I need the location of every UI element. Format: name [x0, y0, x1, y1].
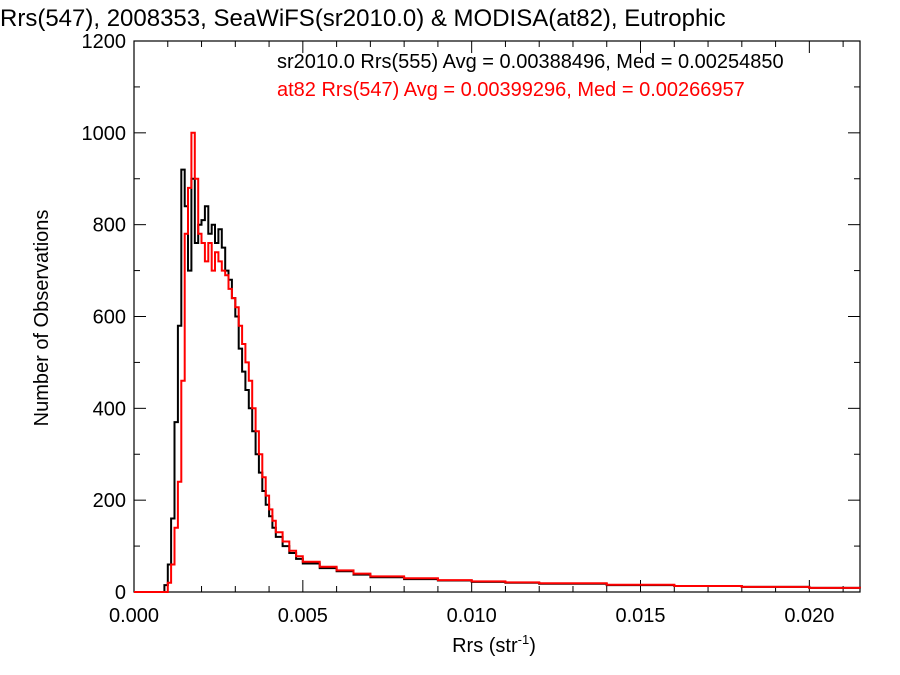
x-tick-label: 0.010	[447, 605, 497, 627]
y-tick-label: 200	[93, 490, 126, 512]
x-tick-label: 0.005	[278, 605, 328, 627]
x-axis-label-main: Rrs (str	[452, 635, 518, 657]
y-tick-label: 0	[115, 582, 126, 604]
series-group	[134, 131, 861, 593]
y-tick-label: 800	[93, 215, 126, 237]
x-tick-label: 0.020	[784, 605, 834, 627]
x-tick-label: 0.000	[109, 605, 159, 627]
series-line-red	[134, 131, 861, 593]
y-tick-label: 1200	[82, 31, 127, 53]
legend-entry-red: at82 Rrs(547) Avg = 0.00399296, Med = 0.…	[277, 79, 745, 101]
x-axis-label-close: )	[529, 635, 536, 657]
y-axis-label: Number of Observations	[31, 210, 53, 427]
plot-border	[133, 40, 861, 593]
plot-frame	[133, 40, 861, 593]
chart-title: Rrs(547), 2008353, SeaWiFS(sr2010.0) & M…	[0, 5, 726, 32]
y-tick-label: 1000	[82, 123, 127, 145]
y-tick-label: 400	[93, 398, 126, 420]
y-tick-label: 600	[93, 307, 126, 329]
x-axis-label-superscript: -1	[518, 632, 530, 647]
x-axis-label: Rrs (str-1)	[452, 632, 536, 657]
legend-entry-black: sr2010.0 Rrs(555) Avg = 0.00388496, Med …	[277, 51, 784, 73]
axis-ticks: 0.000 0.005 0.010 0.015 0.020 0 200 400 600 800 10…	[82, 31, 860, 627]
series-line-black	[134, 168, 861, 593]
x-tick-label: 0.015	[615, 605, 665, 627]
